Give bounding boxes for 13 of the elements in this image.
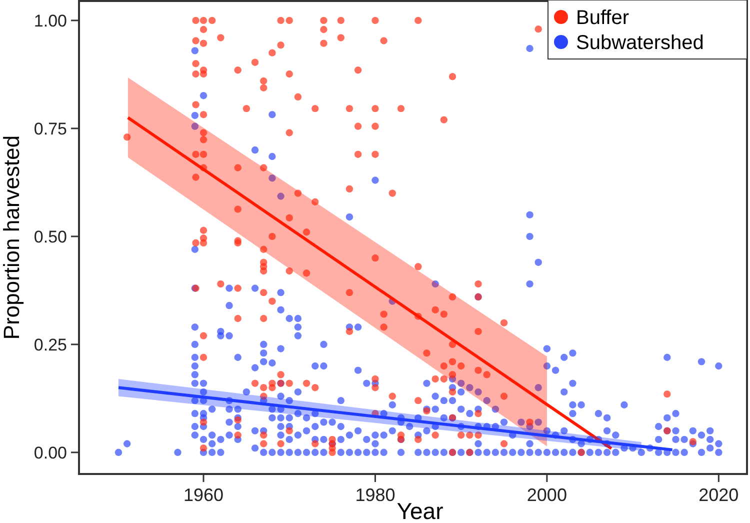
y-axis-title: Proportion harvested [0, 135, 24, 340]
x-tick-label: 1980 [355, 485, 396, 505]
y-tick-label: 0.25 [34, 335, 67, 354]
legend-label: Buffer [576, 7, 630, 29]
y-tick-label: 1.00 [34, 11, 67, 30]
y-tick-label: 0.50 [34, 227, 67, 246]
y-tick-label: 0.75 [34, 119, 67, 138]
x-axis-title: Year [396, 498, 444, 523]
x-tick-label: 1960 [183, 485, 224, 505]
x-tick-label: 2000 [526, 485, 567, 505]
x-tick-label: 2020 [698, 485, 739, 505]
y-tick-label: 0.00 [34, 443, 67, 462]
legend-label: Subwatershed [576, 32, 704, 54]
